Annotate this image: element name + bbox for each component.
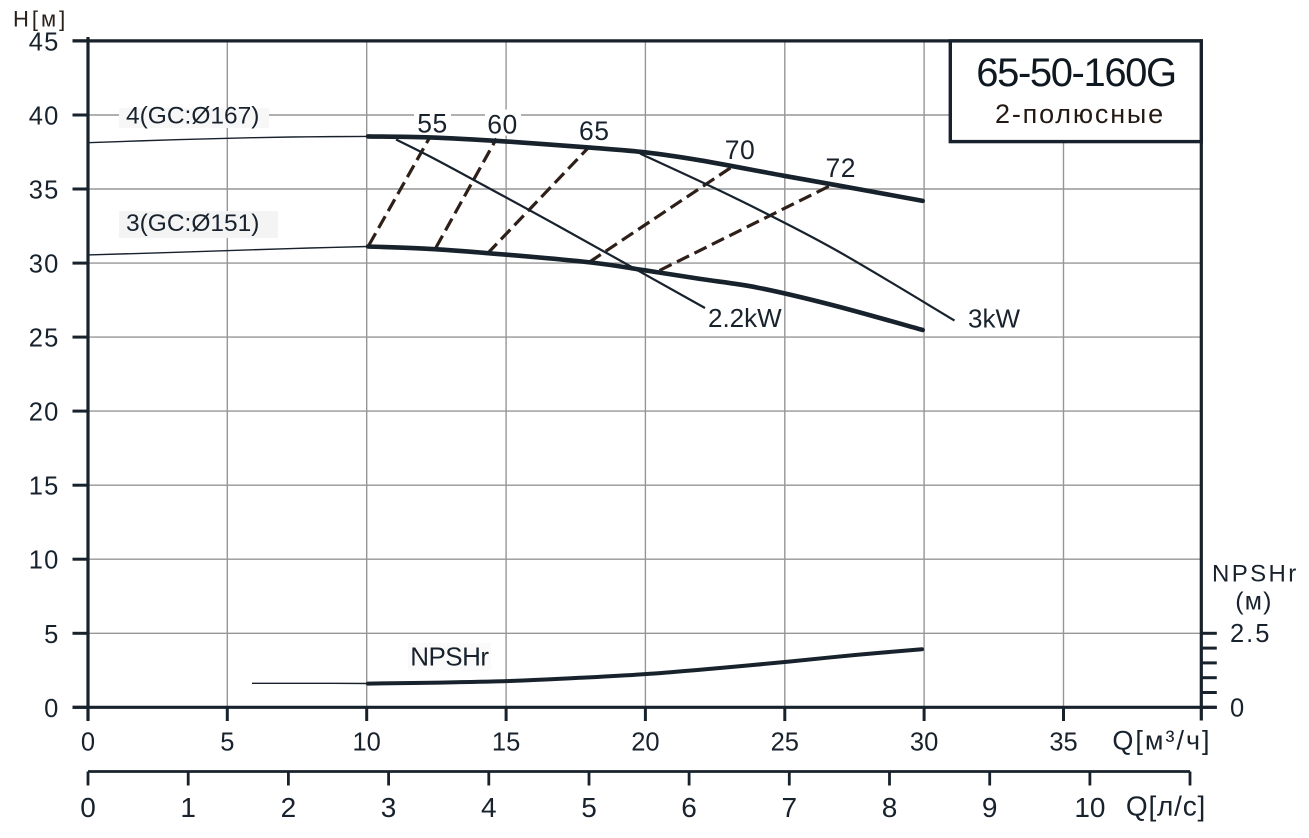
- svg-text:NPSHr: NPSHr: [410, 642, 489, 672]
- svg-text:10: 10: [1074, 792, 1105, 823]
- svg-text:72: 72: [826, 153, 856, 183]
- svg-text:0: 0: [80, 792, 96, 823]
- svg-text:4: 4: [481, 792, 497, 823]
- svg-text:35: 35: [29, 177, 60, 205]
- svg-text:0: 0: [44, 695, 59, 723]
- svg-text:8: 8: [882, 792, 898, 823]
- svg-text:(м): (м): [1235, 588, 1272, 616]
- svg-text:9: 9: [982, 792, 998, 823]
- svg-text:30: 30: [29, 251, 60, 279]
- svg-text:15: 15: [492, 729, 520, 757]
- svg-text:40: 40: [29, 103, 60, 131]
- svg-text:2: 2: [281, 792, 297, 823]
- svg-text:4(GC:Ø167): 4(GC:Ø167): [126, 103, 259, 130]
- svg-text:5: 5: [44, 621, 59, 649]
- svg-text:70: 70: [725, 135, 755, 165]
- svg-text:5: 5: [220, 729, 234, 757]
- svg-text:Q[л/с]: Q[л/с]: [1126, 791, 1206, 822]
- svg-text:2-полюсные: 2-полюсные: [995, 99, 1165, 129]
- svg-text:35: 35: [1049, 729, 1077, 757]
- svg-text:10: 10: [29, 547, 60, 575]
- svg-text:5: 5: [581, 792, 597, 823]
- svg-text:0: 0: [1230, 695, 1244, 723]
- svg-text:3(GC:Ø151): 3(GC:Ø151): [126, 210, 259, 237]
- svg-text:2.5: 2.5: [1230, 620, 1271, 648]
- svg-text:6: 6: [681, 792, 697, 823]
- svg-text:20: 20: [631, 729, 659, 757]
- svg-text:10: 10: [353, 729, 381, 757]
- svg-text:H[м]: H[м]: [13, 7, 68, 32]
- svg-text:1: 1: [180, 792, 196, 823]
- svg-text:20: 20: [29, 399, 60, 427]
- svg-text:65-50-160G: 65-50-160G: [976, 51, 1175, 95]
- svg-text:3kW: 3kW: [968, 304, 1020, 334]
- svg-text:65: 65: [579, 116, 609, 146]
- svg-text:30: 30: [910, 729, 938, 757]
- svg-text:Q[м³/ч]: Q[м³/ч]: [1112, 726, 1211, 756]
- svg-text:60: 60: [487, 110, 517, 140]
- svg-text:55: 55: [417, 109, 447, 139]
- svg-text:2.2kW: 2.2kW: [708, 303, 782, 333]
- svg-text:45: 45: [29, 28, 60, 56]
- svg-text:25: 25: [771, 729, 799, 757]
- svg-text:7: 7: [782, 792, 798, 823]
- svg-text:15: 15: [29, 473, 60, 501]
- svg-text:25: 25: [29, 325, 60, 353]
- svg-text:0: 0: [81, 729, 95, 757]
- svg-text:NPSHr: NPSHr: [1212, 561, 1299, 588]
- svg-text:3: 3: [381, 792, 397, 823]
